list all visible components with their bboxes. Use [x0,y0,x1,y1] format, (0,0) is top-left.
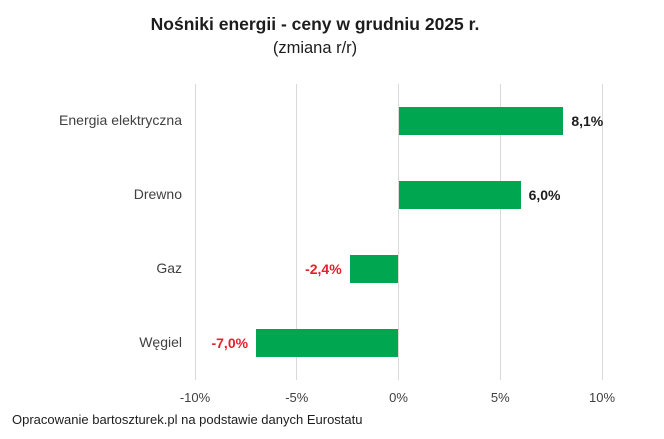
value-label: -7,0% [211,335,249,351]
footer-credit: Opracowanie bartoszturek.pl na podstawie… [12,412,363,427]
chart-title: Nośniki energii - ceny w grudniu 2025 r. [150,14,480,34]
x-tick-label: -10% [179,390,211,405]
bar [349,255,399,283]
category-label: Węgiel [139,334,182,350]
bar [398,107,564,135]
chart-subtitle: (zmiana r/r) [272,38,358,57]
bar [256,329,399,357]
category-label: Drewno [133,186,182,202]
title-block: Nośniki energii - ceny w grudniu 2025 r.… [0,13,630,59]
category-label: Energia elektryczna [59,112,182,128]
value-label: -2,4% [305,261,342,277]
x-tick-label: 5% [490,390,510,405]
category-label: Gaz [156,260,182,276]
x-tick-label: -5% [285,390,309,405]
gridline [499,84,501,380]
value-label: 6,0% [528,187,561,203]
gridline [601,84,603,380]
value-label: 8,1% [571,113,604,129]
gridline [296,84,298,380]
gridline [194,84,196,380]
x-tick-label: 0% [389,390,408,405]
x-tick-label: 10% [588,390,616,405]
gridline [398,84,399,380]
bar [398,181,521,209]
